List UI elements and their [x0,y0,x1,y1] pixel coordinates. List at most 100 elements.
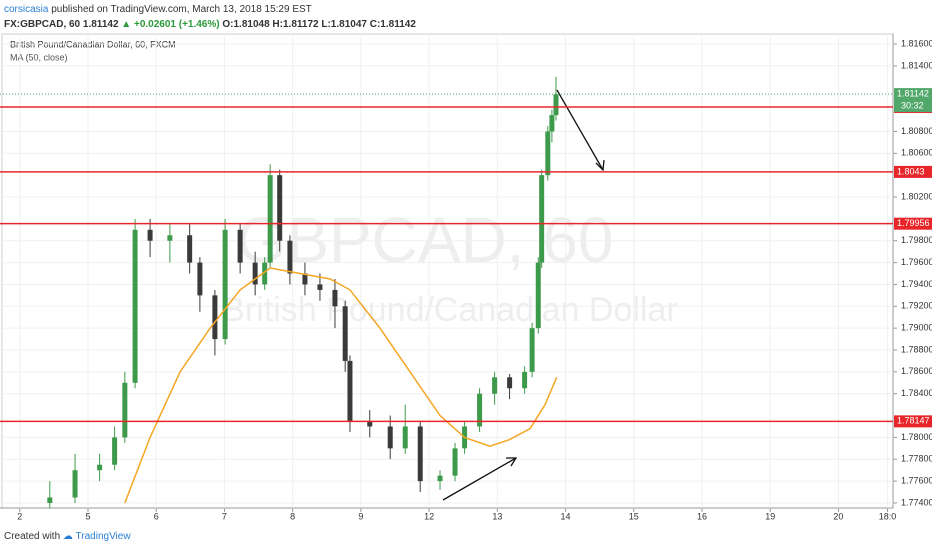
candle-body [47,497,53,503]
candle-body [72,470,78,498]
candle-body [97,464,103,471]
candle-body [302,273,308,285]
candle-body [287,240,293,274]
y-tick-label: 1.80800 [901,126,932,136]
candle-body [387,426,393,449]
candle-body [545,131,551,176]
brand-name[interactable]: TradingView [75,531,131,542]
x-tick-label: 7 [222,511,227,521]
candle-body [522,371,528,389]
candle-body [122,382,128,438]
y-tick-label: 1.81400 [901,60,932,70]
candle-body [267,175,273,263]
symbol: FX:GBPCAD, 60 [4,19,81,30]
candle-body [402,426,408,449]
last: 1.81142 [82,19,119,30]
candle-body [367,421,373,427]
candle-body [452,448,458,476]
created: Created with [4,531,61,542]
y-tick-label: 1.79200 [901,301,932,311]
y-tick-label: 1.77800 [901,454,932,464]
candle-body [529,328,535,372]
x-tick-label: 8 [290,511,295,521]
x-tick-label: 2 [17,511,22,521]
ohlc: C:1.81142 [369,19,416,30]
x-tick-label: 15 [629,511,639,521]
y-tick-label: 1.81600 [901,38,932,48]
x-tick-label: 5 [85,511,90,521]
ohlc: O:1.81048 [222,19,270,30]
indicator-label: MA (50, close) [10,52,68,62]
candle-body [477,393,483,427]
candle-body [539,175,545,263]
y-tick-label: 1.77400 [901,497,932,507]
candle-body [132,229,138,383]
x-tick-label: 12 [424,511,434,521]
header: corsicasia published on TradingView.com,… [4,2,416,32]
last-price-tag [894,88,932,113]
candle-body [437,475,443,482]
y-tick-label: 1.78000 [901,432,932,442]
y-tick-label: 1.77600 [901,475,932,485]
level-label: 1.78147 [897,416,930,426]
candle-body [252,262,258,285]
candle-body [347,360,353,422]
candle-body [417,426,423,482]
annotation-arrows [442,89,605,501]
y-tick-label: 1.79000 [901,323,932,333]
y-tick-label: 1.78800 [901,344,932,354]
x-tick-label: 20 [833,511,843,521]
ohlc: H:1.81172 [272,19,319,30]
countdown: 30:32 [901,100,924,110]
candle-body [167,235,173,241]
ohlc: L:1.81047 [321,19,367,30]
change: ▲ +0.02601 (+1.46%) [121,19,220,30]
candle-body [342,306,348,361]
candle-body [212,295,218,340]
x-tick-label: 18:0 [879,511,897,521]
candle-body [317,284,323,290]
level-label: 1.8043 [897,166,925,176]
moving-average [124,267,558,504]
candle-body [197,262,203,296]
arrow [556,89,604,171]
candle-body [237,229,243,263]
watermark-sub: British Pound/Canadian Dollar [222,291,677,329]
footer: Created with ☁ TradingView [4,531,131,542]
candle-body [535,262,541,329]
level-tag [894,415,932,428]
candle-body [147,229,153,241]
arrow-head [506,457,518,467]
candle-body [553,94,559,116]
brand[interactable]: ☁ TradingView [62,531,131,542]
arrow-head [595,159,605,172]
candle-body [492,377,498,394]
x-tick-label: 9 [358,511,363,521]
chart: British Pound/Canadian Dollar, 60, FXCM … [0,33,932,521]
candle-body [332,289,338,307]
level-tag [894,165,932,178]
x-tick-label: 16 [697,511,707,521]
y-tick-label: 1.78400 [901,388,932,398]
y-tick-label: 1.79600 [901,257,932,267]
x-tick-label: 6 [154,511,159,521]
header-line: FX:GBPCAD, 60 1.81142 ▲ +0.02601 (+1.46%… [4,17,416,32]
watermark: GBPCAD, 60 [236,204,613,276]
candle-body [222,229,228,340]
y-tick-label: 1.80600 [901,148,932,158]
arrow [442,457,517,501]
candle-body [507,377,513,389]
author[interactable]: corsicasia [4,4,49,15]
candle-body [187,235,193,263]
last-price-label: 1.81142 [897,88,929,98]
x-tick-label: 14 [561,511,571,521]
published: published on TradingView.com, March 13, … [51,4,312,15]
y-tick-label: 1.79800 [901,235,932,245]
level-tag [894,217,932,230]
candle-body [262,262,268,285]
y-tick-label: 1.80200 [901,191,932,201]
y-tick-label: 1.79400 [901,279,932,289]
x-tick-label: 13 [492,511,502,521]
header-line: corsicasia published on TradingView.com,… [4,2,416,17]
